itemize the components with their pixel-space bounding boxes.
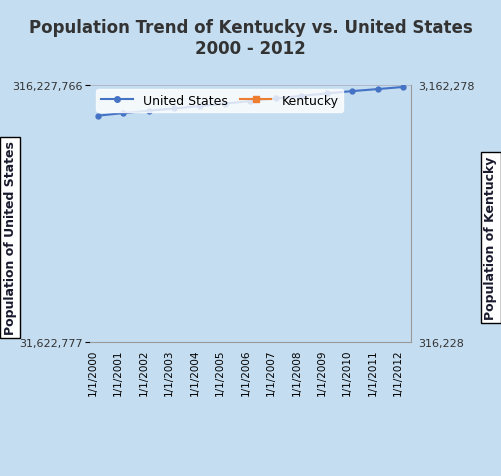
United States (247, 99, 254, 105)
United States (324, 91, 330, 97)
United States (222, 101, 228, 107)
Text: Population of United States: Population of United States (4, 141, 17, 335)
Kentucky (95, 3, 101, 9)
United States (95, 114, 101, 119)
Text: Population of Kentucky: Population of Kentucky (484, 157, 497, 319)
United States (273, 96, 279, 102)
United States (400, 85, 406, 90)
Line: Kentucky: Kentucky (95, 0, 406, 8)
United States (171, 107, 177, 112)
United States (196, 104, 202, 109)
Kentucky (146, 0, 152, 6)
Line: United States: United States (95, 85, 406, 119)
Kentucky (196, 0, 202, 3)
Kentucky (247, 0, 254, 1)
United States (120, 111, 126, 117)
Kentucky (120, 1, 126, 7)
Text: Population Trend of Kentucky vs. United States
2000 - 2012: Population Trend of Kentucky vs. United … (29, 19, 472, 58)
United States (146, 109, 152, 114)
United States (375, 87, 381, 93)
United States (299, 94, 305, 99)
United States (349, 89, 355, 95)
Kentucky (222, 0, 228, 2)
Kentucky (171, 0, 177, 4)
Legend: United States, Kentucky: United States, Kentucky (96, 89, 343, 112)
